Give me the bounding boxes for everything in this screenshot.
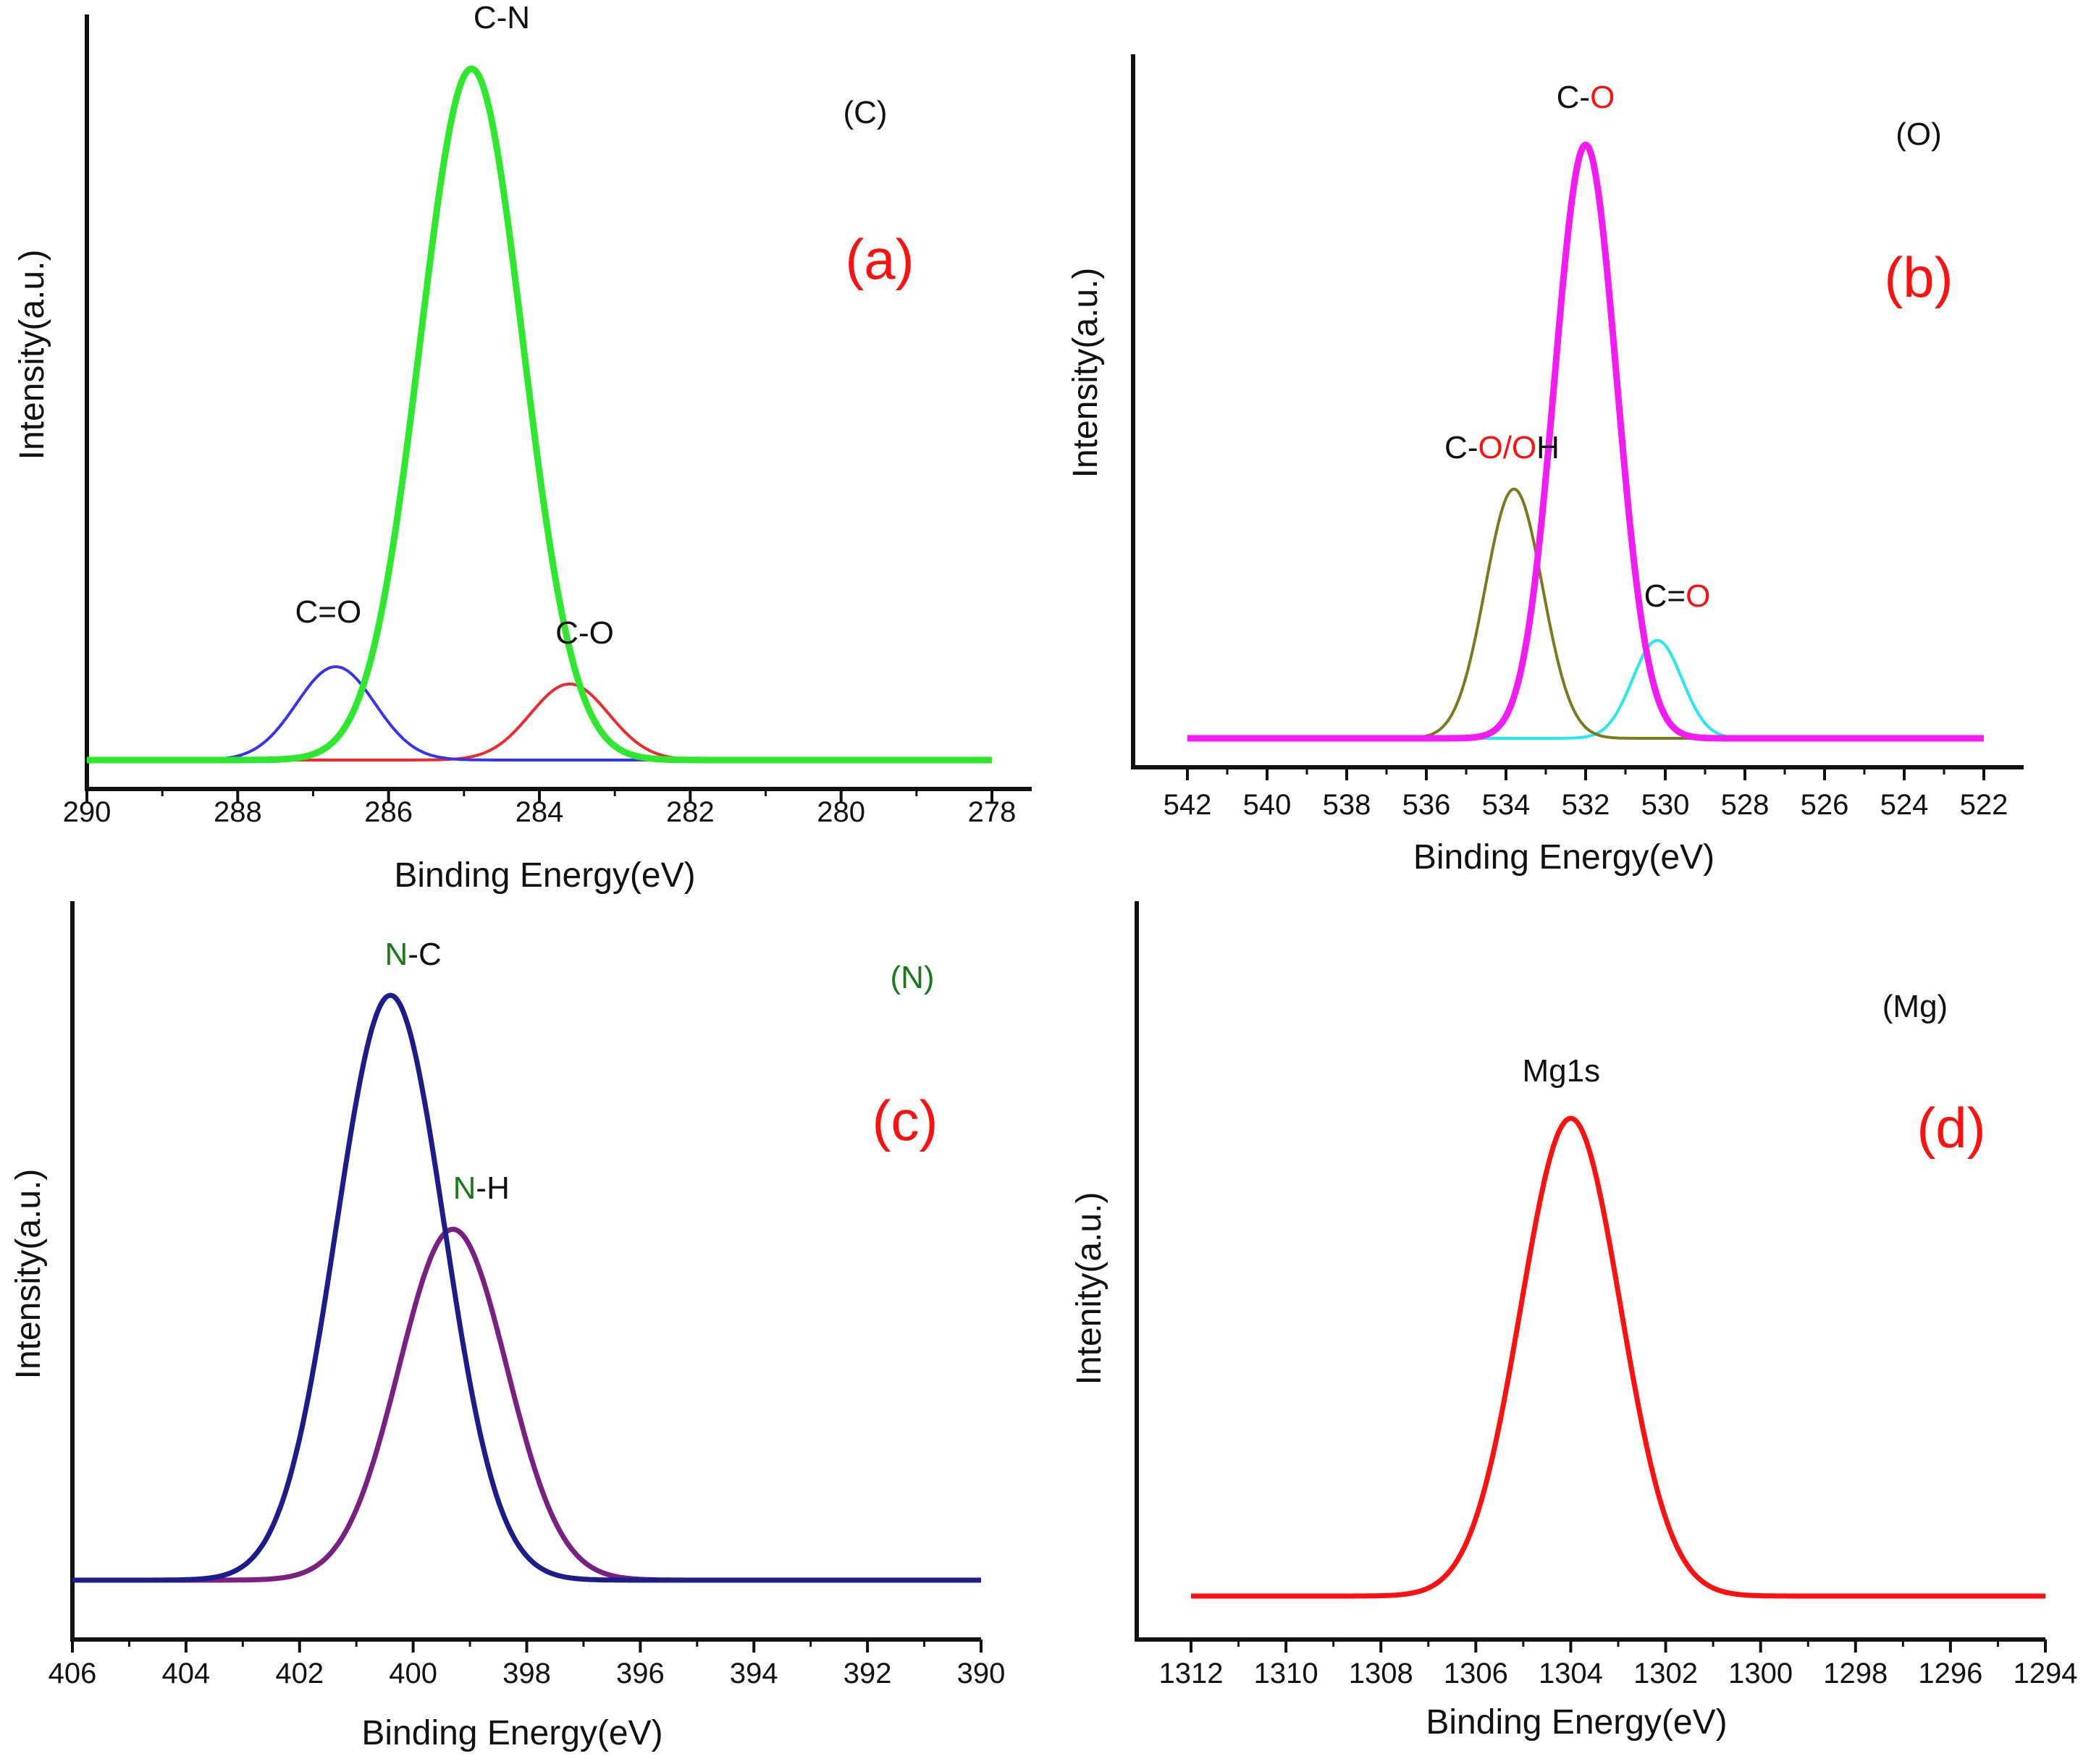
peak-label-part: O <box>1686 578 1710 614</box>
peak-label-part: C=O <box>295 594 361 630</box>
panel-letter: (d) <box>1917 1096 1985 1160</box>
series-c-o-line <box>1185 141 1986 742</box>
peak-label-part: -H <box>476 1170 509 1206</box>
peak-label-part: C-O <box>555 615 614 651</box>
x-tick-label: 534 <box>1482 789 1531 821</box>
x-tick-label: 284 <box>516 796 564 828</box>
x-tick-label: 290 <box>63 796 112 828</box>
peak-label-part: Mg1s <box>1523 1053 1601 1089</box>
x-tick-label: 532 <box>1562 789 1610 821</box>
panel-letter: (b) <box>1884 245 1953 309</box>
x-tick-label: 542 <box>1164 789 1212 821</box>
panel-c: 406 404 402 400 398 396 394 392 390 Binding Energ… <box>9 901 1005 1752</box>
series-c-o-line <box>87 665 992 761</box>
peak-label-part: -C <box>408 937 441 972</box>
x-axis-title: Binding Energy(eV) <box>1426 1703 1727 1742</box>
x-tick-label: 400 <box>389 1658 437 1689</box>
peak-label: C-O <box>555 615 614 651</box>
peak-label: N-H <box>453 1170 510 1206</box>
element-label: (O) <box>1896 117 1942 152</box>
x-tick-label: 394 <box>730 1658 778 1689</box>
x-tick-label: 398 <box>502 1658 551 1689</box>
x-tick-label: 528 <box>1721 789 1770 821</box>
element-label-part: ( <box>890 960 901 995</box>
x-tick-label: 1304 <box>1539 1658 1603 1689</box>
element-label: (C) <box>843 95 887 130</box>
element-label: (N) <box>890 960 934 995</box>
x-tick-label: 1294 <box>2014 1658 2078 1689</box>
x-tick-label: 1298 <box>1823 1658 1888 1689</box>
x-tick-label: 406 <box>49 1658 97 1689</box>
element-label: (Mg) <box>1882 989 1948 1024</box>
x-tick-label: 282 <box>666 796 715 828</box>
element-label-part: ) <box>924 960 935 995</box>
panel-d: 1312 1310 1308 1306 1304 1302 1300 1298 1296 1294… <box>1070 901 2077 1742</box>
peak-label-part: C= <box>1644 578 1686 614</box>
panel-a: 290 288 286 284 282 280 278 Binding Energy(eV) I… <box>13 0 1032 895</box>
x-axis-title: Binding Energy(eV) <box>1413 838 1715 877</box>
peak-label-part: C-N <box>474 0 530 35</box>
peak-label: C=O <box>1644 578 1711 614</box>
panel-letter: (a) <box>845 227 914 291</box>
peak-label: C-O/OH <box>1444 430 1560 465</box>
peak-label: N-C <box>385 937 442 972</box>
x-tick-label: 402 <box>275 1658 324 1689</box>
x-tick-label: 1300 <box>1728 1658 1793 1689</box>
x-tick-label: 1302 <box>1633 1658 1698 1689</box>
series-n-c-line <box>72 992 982 1583</box>
x-tick-label: 538 <box>1323 789 1371 821</box>
series-c-o-oh-line <box>1187 487 1984 740</box>
x-tick-label: 286 <box>364 796 413 828</box>
peak-label-part: H <box>1536 430 1560 465</box>
x-tick-label: 1312 <box>1159 1658 1224 1689</box>
x-tick-label: 524 <box>1880 789 1929 821</box>
series-c-o-line <box>87 683 992 761</box>
y-axis-title: Intensity(a.u.) <box>1066 268 1105 478</box>
peak-label-part: N <box>453 1170 476 1206</box>
x-tick-label: 288 <box>214 796 262 828</box>
x-tick-label: 404 <box>162 1658 211 1689</box>
panel-b: 542 540 538 536 534 532 530 528 526 524 522 Binding… <box>1066 54 2024 877</box>
x-axis-title: Binding Energy(eV) <box>394 856 695 895</box>
x-tick-label: 522 <box>1960 789 2008 821</box>
x-axis-title: Binding Energy(eV) <box>361 1714 662 1752</box>
series-c-n-line <box>85 65 993 764</box>
x-tick-label: 540 <box>1243 789 1292 821</box>
peak-label: C-O <box>1557 80 1615 115</box>
x-tick-label: 1310 <box>1254 1658 1318 1689</box>
series-mg1s-line <box>1190 1115 2047 1599</box>
peak-label-part: C- <box>1444 430 1478 465</box>
x-tick-label: 390 <box>957 1658 1006 1689</box>
peak-label-part: O <box>1590 80 1615 115</box>
x-tick-label: 536 <box>1402 789 1451 821</box>
x-tick-label: 280 <box>817 796 865 828</box>
peak-label: C=O <box>295 594 361 630</box>
x-tick-label: 392 <box>843 1658 892 1689</box>
element-label-part: N <box>901 960 924 995</box>
x-tick-label: 1308 <box>1349 1658 1413 1689</box>
y-axis-title: Intensity(a.u.) <box>13 250 51 460</box>
peak-label-part: N <box>385 937 408 972</box>
series-n-h-line <box>72 1226 982 1583</box>
series-c-o-line <box>1187 638 1984 740</box>
panel-letter: (c) <box>872 1089 938 1152</box>
x-tick-label: 530 <box>1641 789 1690 821</box>
x-tick-label: 1296 <box>1918 1658 1982 1689</box>
y-axis-title: Intenity(a.u.) <box>1070 1192 1108 1385</box>
x-tick-label: 526 <box>1801 789 1849 821</box>
x-tick-label: 396 <box>616 1658 665 1689</box>
x-tick-label: 1306 <box>1444 1658 1508 1689</box>
peak-label: Mg1s <box>1523 1053 1601 1089</box>
peak-label-part: O/O <box>1478 430 1536 465</box>
peak-label-part: C- <box>1557 80 1590 115</box>
x-tick-label: 278 <box>968 796 1017 828</box>
peak-label: C-N <box>474 0 530 35</box>
y-axis-title: Intensity(a.u.) <box>9 1169 48 1380</box>
